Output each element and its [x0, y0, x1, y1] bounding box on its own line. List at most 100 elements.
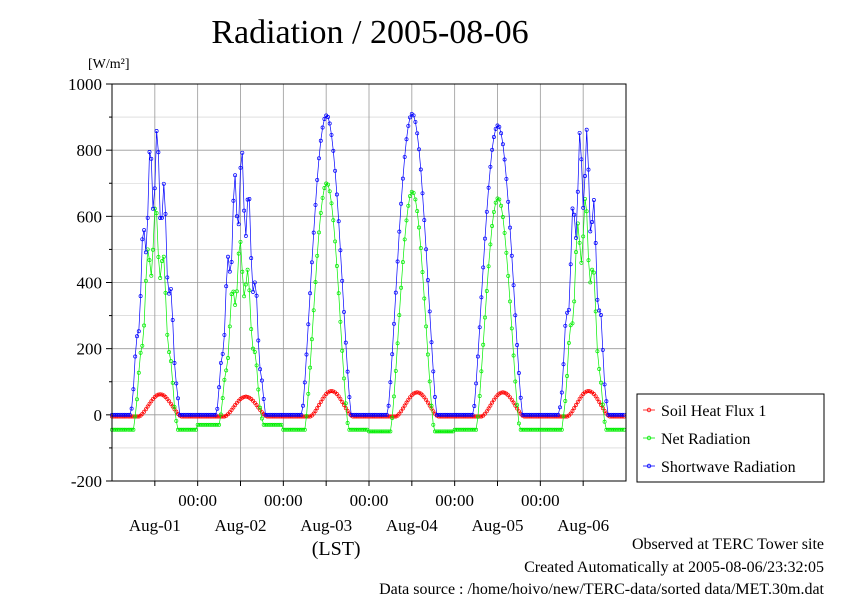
legend-label: Shortwave Radiation [661, 459, 796, 476]
data-point [242, 208, 247, 213]
data-point [299, 427, 304, 432]
data-point [481, 342, 486, 347]
data-point [508, 299, 512, 304]
legend-swatch-marker [646, 463, 652, 469]
data-point [513, 313, 518, 318]
data-point [318, 210, 323, 215]
data-point [320, 125, 325, 130]
data-point [204, 412, 209, 417]
data-point [424, 247, 429, 252]
data-point [240, 395, 245, 400]
data-point [158, 216, 163, 220]
data-point [404, 137, 409, 142]
data-point [474, 427, 479, 432]
data-point [352, 427, 357, 432]
data-point [379, 429, 384, 434]
series-line-0 [112, 390, 625, 417]
data-point [233, 173, 238, 178]
data-point [236, 251, 241, 256]
data-point [363, 427, 368, 432]
data-point [251, 289, 255, 294]
data-point [559, 427, 564, 432]
data-point [361, 427, 366, 432]
data-point [334, 264, 339, 268]
data-point [243, 282, 248, 287]
data-point [156, 150, 161, 155]
data-point [222, 377, 227, 382]
data-point [151, 247, 155, 252]
data-point [472, 427, 477, 432]
data-point [593, 394, 598, 399]
data-point [504, 250, 509, 255]
data-point [529, 412, 534, 417]
data-point [420, 270, 425, 275]
data-point [422, 218, 427, 223]
data-point [484, 289, 489, 293]
data-point [374, 412, 379, 417]
data-point [499, 203, 504, 208]
data-point [554, 412, 559, 417]
data-point [597, 367, 602, 371]
data-point [434, 412, 439, 417]
data-point [336, 219, 341, 224]
data-point [574, 250, 578, 255]
data-point [263, 412, 268, 417]
data-point [583, 174, 587, 178]
x-tick-label: 00:00 [350, 491, 389, 510]
data-point [588, 280, 593, 285]
data-point [413, 119, 418, 124]
data-point [570, 409, 575, 413]
x-day-label: Aug-06 [557, 516, 609, 535]
data-point [327, 121, 332, 126]
data-point [413, 197, 418, 202]
data-point [317, 230, 321, 235]
data-point [458, 412, 462, 417]
data-point [425, 400, 430, 405]
data-point [541, 412, 546, 417]
data-point [147, 258, 152, 263]
data-point [243, 233, 248, 238]
data-point [417, 147, 421, 152]
data-point [400, 260, 405, 265]
data-point [154, 211, 159, 216]
data-point [249, 327, 254, 332]
data-point [283, 427, 288, 432]
data-point [600, 347, 605, 352]
data-point [142, 323, 147, 328]
data-point [566, 307, 571, 312]
data-point [609, 412, 614, 417]
data-point [313, 409, 318, 413]
data-point [352, 412, 357, 417]
data-point [279, 422, 284, 427]
data-point [493, 200, 498, 205]
data-point [120, 427, 125, 432]
data-point [356, 412, 361, 417]
data-point [484, 209, 489, 214]
data-point [301, 427, 305, 432]
data-point [263, 422, 268, 427]
data-point [297, 427, 302, 432]
data-point [326, 182, 330, 187]
data-point [201, 412, 205, 417]
data-point [120, 412, 125, 417]
data-point [259, 378, 264, 383]
data-point [388, 380, 393, 385]
data-point [327, 189, 332, 194]
data-point [304, 352, 309, 357]
data-point [406, 123, 411, 128]
data-point [342, 376, 346, 381]
data-point [431, 369, 436, 374]
data-point [129, 427, 134, 432]
data-point [620, 427, 625, 432]
data-point [336, 394, 341, 399]
data-point [511, 353, 516, 358]
data-point [418, 246, 423, 251]
data-point [536, 412, 541, 417]
data-point [543, 427, 548, 432]
data-point [597, 308, 602, 313]
data-point [602, 419, 607, 424]
data-point [613, 427, 618, 432]
data-point [136, 329, 141, 334]
data-point [433, 395, 437, 399]
data-point [595, 297, 600, 302]
